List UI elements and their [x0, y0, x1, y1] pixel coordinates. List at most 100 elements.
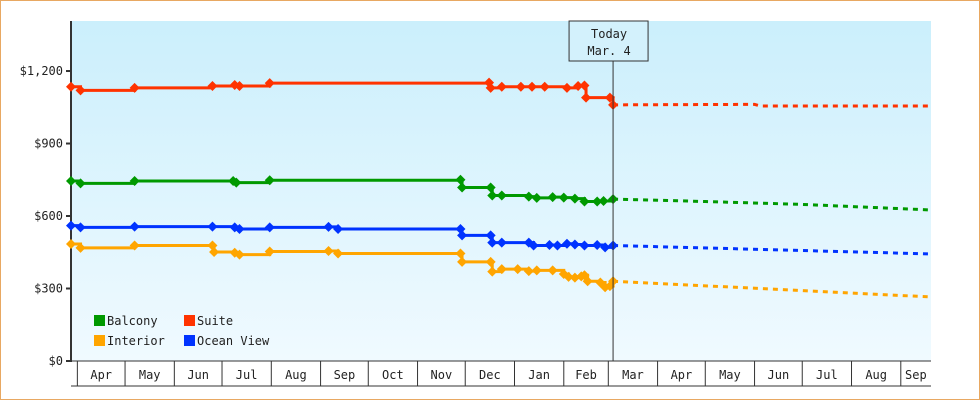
balcony-data-point[interactable]	[496, 190, 507, 201]
interior-data-point[interactable]	[333, 248, 344, 259]
x-axis: Apr May Jun Jul Aug Sep Oct Nov Dec Jan Feb Mar Apr M…	[71, 360, 931, 387]
ocean-view-data-point[interactable]	[528, 240, 539, 251]
suite-data-point[interactable]	[207, 81, 218, 92]
balcony-data-point[interactable]	[129, 175, 140, 186]
x-tick-label: Mar	[622, 368, 644, 382]
interior-data-point[interactable]	[512, 264, 523, 275]
balcony-data-point[interactable]	[592, 196, 603, 207]
x-tick-label: May	[139, 368, 161, 382]
balcony-data-point[interactable]	[457, 182, 468, 193]
balcony-data-point[interactable]	[487, 190, 498, 201]
interior-data-point[interactable]	[487, 266, 498, 277]
balcony-data-point[interactable]	[455, 174, 466, 185]
y-tick-label: $600	[34, 209, 63, 223]
ocean-view-data-point[interactable]	[552, 240, 563, 251]
y-tick-label: $300	[34, 282, 63, 296]
interior-data-point[interactable]	[234, 249, 245, 260]
interior-data-point[interactable]	[563, 271, 574, 282]
series-suite	[66, 77, 931, 110]
interior-data-point[interactable]	[323, 246, 334, 257]
x-tick-label: Apr	[90, 368, 112, 382]
y-axis: $0 $300 $600 $900 $1,200	[20, 21, 72, 368]
ocean-view-data-point[interactable]	[579, 240, 590, 251]
balcony-data-point[interactable]	[485, 182, 496, 193]
interior-data-point[interactable]	[457, 256, 468, 267]
suite-data-point[interactable]	[129, 82, 140, 93]
suite-data-point[interactable]	[75, 85, 86, 96]
suite-data-point[interactable]	[579, 80, 590, 91]
suite-data-point[interactable]	[515, 81, 526, 92]
ocean-view-data-point[interactable]	[66, 220, 76, 231]
ocean-view-data-point[interactable]	[333, 224, 344, 235]
balcony-data-point[interactable]	[66, 175, 76, 186]
balcony-data-point[interactable]	[579, 196, 590, 207]
suite-data-point[interactable]	[66, 81, 76, 92]
balcony-data-point[interactable]	[558, 192, 569, 203]
ocean-view-data-point[interactable]	[323, 221, 334, 232]
interior-data-point[interactable]	[455, 248, 466, 259]
balcony-data-point[interactable]	[264, 175, 275, 186]
balcony-data-point[interactable]	[523, 191, 534, 202]
interior-data-point[interactable]	[229, 247, 240, 258]
today-date: Mar. 4	[587, 44, 630, 58]
ocean-view-data-point[interactable]	[487, 237, 498, 248]
ocean-view-data-point[interactable]	[264, 222, 275, 233]
balcony-data-point[interactable]	[598, 196, 609, 207]
x-tick-label: Jul	[236, 368, 258, 382]
plot-area	[71, 21, 931, 361]
interior-data-point[interactable]	[485, 256, 496, 267]
balcony-data-point[interactable]	[531, 192, 542, 203]
interior-data-point[interactable]	[569, 272, 580, 283]
ocean-view-data-point[interactable]	[600, 242, 611, 253]
series-group	[66, 77, 932, 299]
interior-data-point[interactable]	[75, 242, 86, 253]
suite-data-point[interactable]	[264, 78, 275, 89]
ocean-view-data-point[interactable]	[457, 230, 468, 241]
ocean-view-data-point[interactable]	[544, 240, 555, 251]
balcony-data-point[interactable]	[231, 177, 242, 188]
x-tick-label: May	[719, 368, 741, 382]
legend-label-interior: Interior	[107, 334, 165, 348]
ocean-view-data-point[interactable]	[485, 230, 496, 241]
x-tick-label: Jun	[768, 368, 790, 382]
ocean-view-data-point[interactable]	[207, 221, 218, 232]
ocean-view-data-point[interactable]	[129, 221, 140, 232]
interior-data-point[interactable]	[209, 247, 220, 258]
suite-data-point[interactable]	[526, 81, 537, 92]
x-tick-label: Sep	[334, 368, 356, 382]
suite-data-point[interactable]	[561, 82, 572, 93]
today-label: Today	[591, 27, 627, 41]
ocean-view-data-point[interactable]	[234, 224, 245, 235]
interior-data-point[interactable]	[523, 266, 534, 277]
ocean-view-data-point[interactable]	[569, 239, 580, 250]
suite-data-point[interactable]	[604, 92, 615, 103]
ocean-view-data-point[interactable]	[496, 237, 507, 248]
ocean-view-data-point[interactable]	[75, 222, 86, 233]
interior-data-point[interactable]	[496, 264, 507, 275]
suite-data-point[interactable]	[234, 81, 245, 92]
balcony-data-point[interactable]	[75, 178, 86, 189]
x-tick-label: Nov	[431, 368, 453, 382]
ocean-view-data-point[interactable]	[561, 238, 572, 249]
series-interior	[66, 239, 932, 299]
balcony-data-point[interactable]	[547, 192, 558, 203]
balcony-data-point[interactable]	[569, 193, 580, 204]
ocean-view-forecast-line	[613, 243, 932, 256]
suite-data-point[interactable]	[496, 81, 507, 92]
interior-data-point[interactable]	[129, 240, 140, 251]
suite-data-point[interactable]	[581, 92, 592, 103]
suite-data-point[interactable]	[485, 82, 496, 93]
interior-data-point[interactable]	[531, 265, 542, 276]
ocean-view-data-point[interactable]	[592, 240, 603, 251]
suite-data-point[interactable]	[539, 81, 550, 92]
today-label-box	[568, 20, 649, 62]
interior-data-point[interactable]	[582, 276, 593, 287]
interior-data-point[interactable]	[66, 239, 76, 250]
suite-data-point[interactable]	[573, 81, 584, 92]
legend-swatch-interior	[94, 335, 105, 346]
interior-data-point[interactable]	[547, 265, 558, 276]
interior-data-point[interactable]	[264, 246, 275, 257]
suite-forecast-line	[613, 102, 931, 108]
series-balcony	[66, 174, 932, 212]
